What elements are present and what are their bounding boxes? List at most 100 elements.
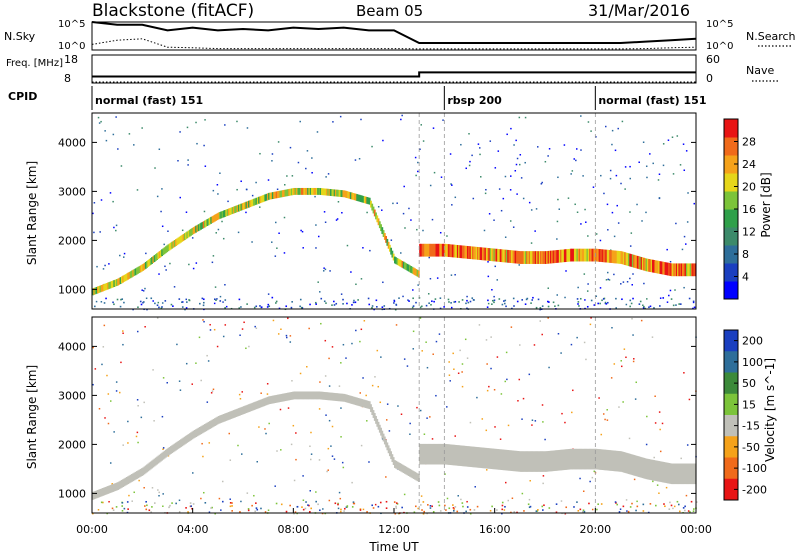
scatter-mark [439,231,442,234]
scatter-mark [502,197,505,200]
track-mark [528,251,531,264]
scatter-mark [308,327,310,330]
track-mark [532,451,535,472]
track-mark [346,394,348,403]
track-mark [470,246,473,260]
scatter-mark [358,157,361,160]
scatter-mark [377,505,380,508]
scatter-mark [164,300,167,302]
scatter-mark [94,305,96,308]
scatter-mark [323,211,326,213]
scatter-mark [613,273,615,276]
track-mark [602,249,605,263]
scatter-mark [597,503,599,506]
track-mark [128,475,131,484]
scatter-mark [342,298,344,301]
track-mark [391,454,394,463]
track-mark [180,235,182,243]
track-mark [351,192,354,200]
scatter-mark [283,216,286,219]
track-mark [615,250,618,264]
track-mark [127,272,130,280]
scatter-mark [524,303,527,306]
track-mark [117,482,119,490]
track-mark [163,247,166,255]
track-mark [280,393,283,402]
scatter-mark [645,443,648,446]
track-mark [422,443,425,465]
scatter-mark [351,506,354,508]
scatter-mark [565,270,567,272]
track-mark [258,196,260,204]
scatter-mark [310,453,313,455]
scatter-mark [122,256,125,258]
scatter-mark [615,297,617,300]
scatter-mark [565,506,568,509]
track-mark [360,398,362,407]
scatter-mark [237,444,239,447]
scatter-mark [687,510,690,512]
track-mark [206,219,209,226]
track-mark [663,261,666,275]
scatter-mark [251,194,254,197]
scatter-mark [329,270,331,272]
scatter-mark [676,135,679,137]
colorbar-tick-label: 8 [742,248,749,261]
track-mark [605,249,608,263]
scatter-mark [631,502,633,505]
track-mark [343,190,346,198]
scatter-mark [127,420,129,423]
scatter-mark [247,508,250,510]
scatter-mark [143,301,145,303]
scatter-mark [466,500,468,503]
scatter-mark [494,265,497,268]
scatter-mark [611,211,614,214]
scatter-mark [354,159,357,161]
scatter-mark [670,504,673,507]
scatter-mark [685,150,688,152]
track-mark [685,463,688,485]
scatter-mark [556,294,558,296]
scatter-mark [642,141,645,143]
frequency-frame [91,54,697,84]
track-mark [424,243,426,257]
scatter-mark [629,245,632,247]
track-mark [664,462,667,483]
scatter-mark [265,432,267,435]
track-mark [431,443,434,465]
scatter-mark [151,506,153,508]
scatter-mark [510,511,512,514]
scatter-mark [450,302,452,304]
scatter-mark [692,307,694,310]
scatter-mark [100,120,102,123]
track-mark [344,190,347,198]
scatter-mark [224,124,226,126]
track-mark [368,401,371,410]
scatter-mark [688,297,691,300]
scatter-mark [285,305,288,308]
scatter-mark [334,502,337,505]
track-mark [310,391,313,400]
track-mark [237,408,240,416]
track-mark [585,248,588,262]
track-mark [253,402,255,411]
scatter-mark [338,385,341,387]
scatter-mark [92,512,94,515]
scatter-mark [268,422,270,425]
x-tick-label: 08:00 [277,523,309,536]
track-mark [606,249,609,263]
scatter-mark [360,278,363,280]
scatter-mark [515,139,517,142]
track-mark [98,489,101,498]
scatter-mark [224,307,226,309]
track-mark [190,432,192,441]
scatter-mark [530,242,533,244]
track-mark [654,260,657,273]
scatter-mark [146,308,148,311]
track-mark [333,392,336,401]
scatter-mark [595,136,597,138]
colorbar-swatch [724,155,738,174]
track-mark [584,248,586,262]
scatter-mark [203,210,206,213]
track-mark [164,449,167,458]
